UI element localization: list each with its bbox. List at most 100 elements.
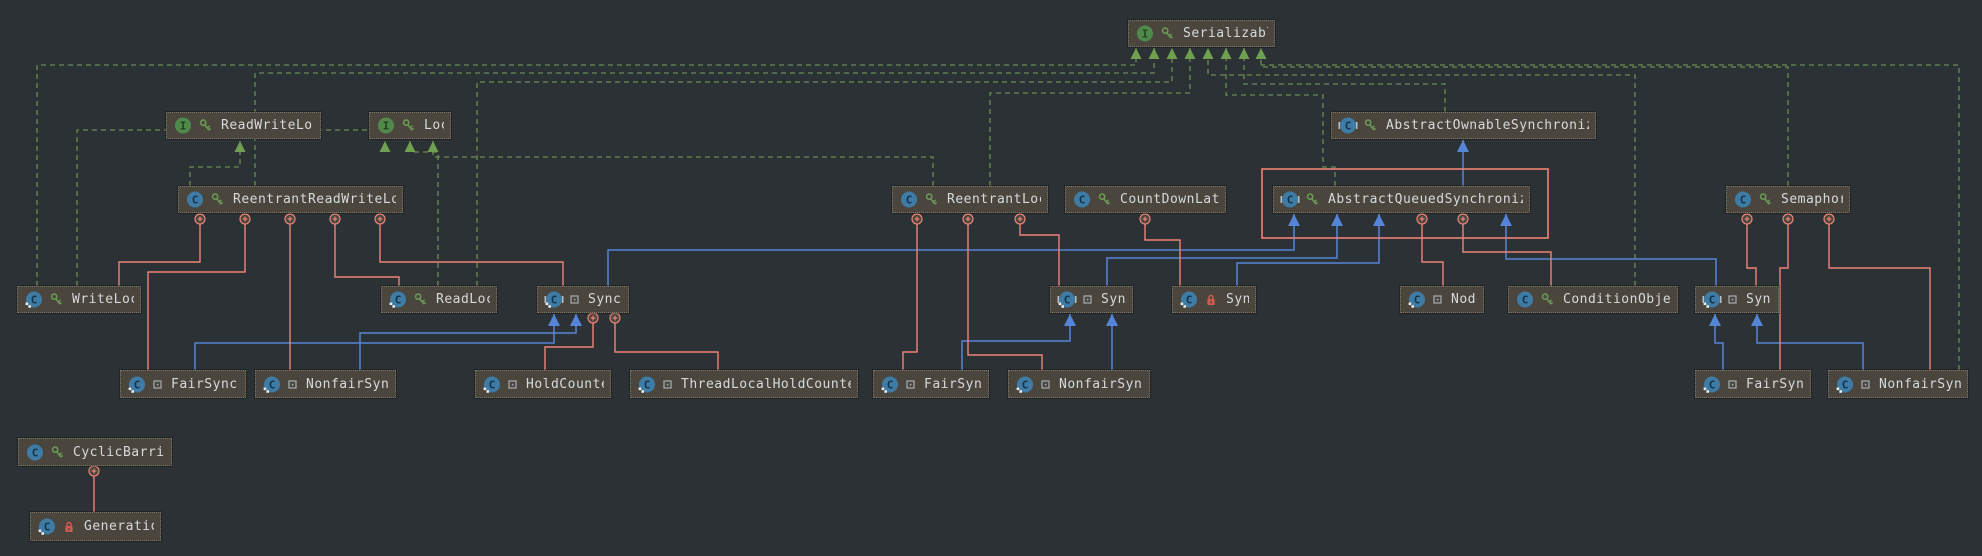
- svg-text:C: C: [551, 294, 558, 307]
- inner-class-icon: C: [1016, 376, 1033, 393]
- package-private-icon: [288, 379, 297, 389]
- interface-icon: I: [1137, 25, 1153, 42]
- node-threadlocalholdcounter[interactable]: C ThreadLocalHoldCounter: [630, 370, 858, 398]
- inner-class-icon: C: [483, 376, 500, 393]
- svg-text:C: C: [489, 378, 496, 391]
- class-name-label: Lock: [424, 118, 444, 133]
- svg-text:C: C: [887, 378, 894, 391]
- abstract-class-icon: C: [1702, 291, 1722, 308]
- svg-text:I: I: [383, 120, 390, 133]
- public-key-icon: [402, 119, 415, 131]
- abstract-class-icon: C: [1057, 291, 1077, 308]
- svg-text:C: C: [134, 378, 141, 391]
- class-icon: C: [187, 191, 203, 208]
- edge-extends: [1106, 314, 1118, 370]
- edge-realization: [1261, 64, 1960, 370]
- svg-text:C: C: [644, 378, 651, 391]
- inner-class-icon: C: [881, 376, 898, 393]
- svg-text:C: C: [1709, 378, 1716, 391]
- class-name-label: WriteLock: [72, 292, 134, 307]
- edge-inner-class: [374, 213, 564, 286]
- edge-realization: [36, 48, 1142, 286]
- package-private-icon: [1433, 295, 1442, 304]
- node-cyclicbarrier[interactable]: C CyclicBarrier: [18, 438, 172, 466]
- node-abstractownablesynchronizer[interactable]: C AbstractOwnableSynchronizer: [1331, 112, 1596, 139]
- edge-inner-class: [1823, 213, 1931, 370]
- edge-inner-class: [88, 465, 100, 512]
- node-nonfairsync-rrwl[interactable]: C NonfairSync: [255, 370, 396, 398]
- node-writelock[interactable]: C WriteLock: [17, 286, 141, 313]
- class-icon: C: [27, 444, 43, 460]
- class-icon: C: [1074, 191, 1090, 208]
- svg-text:I: I: [180, 120, 187, 133]
- edge-realization: [1202, 48, 1636, 286]
- node-countdownlatch[interactable]: C CountDownLatch: [1065, 186, 1226, 213]
- node-generation[interactable]: C Generation: [30, 512, 161, 541]
- node-nonfairsync-rl[interactable]: C NonfairSync: [1008, 370, 1150, 398]
- node-serializable[interactable]: I Serializable: [1128, 20, 1275, 47]
- node-holdcounter[interactable]: C HoldCounter: [475, 370, 611, 398]
- inner-class-anchor-icon: [1782, 213, 1794, 225]
- node-reentrantlock[interactable]: C ReentrantLock: [892, 186, 1048, 213]
- svg-text:C: C: [1709, 294, 1716, 307]
- edge-extends: [194, 314, 560, 370]
- public-key-icon: [211, 193, 224, 205]
- public-key-icon: [1161, 27, 1174, 39]
- abstract-class-icon: C: [544, 291, 564, 308]
- node-sync-sem[interactable]: C Sync: [1695, 286, 1779, 313]
- node-lock[interactable]: I Lock: [369, 112, 451, 139]
- node-nonfairsync-sem[interactable]: C NonfairSync: [1828, 370, 1968, 398]
- svg-text:C: C: [1345, 120, 1352, 133]
- node-abstractqueuedsynchronizer[interactable]: C AbstractQueuedSynchronizer: [1273, 186, 1530, 213]
- node-reentrantreadwritelock[interactable]: C ReentrantReadWriteLock: [178, 186, 403, 213]
- inner-class-anchor-icon: [194, 213, 206, 225]
- class-icon: C: [1735, 191, 1751, 208]
- svg-text:C: C: [1287, 194, 1294, 207]
- node-fairsync-rl[interactable]: C FairSync: [873, 370, 989, 398]
- public-key-icon: [414, 293, 427, 305]
- class-name-label: NonfairSync: [1879, 376, 1961, 392]
- class-name-label: FairSync: [1746, 376, 1804, 392]
- inner-class-anchor-icon: [284, 213, 296, 225]
- inner-class-anchor-icon: [1457, 213, 1469, 225]
- edge-realization: [476, 48, 1178, 286]
- inner-class-anchor-icon: [962, 213, 974, 225]
- inner-class-icon: C: [263, 376, 280, 393]
- svg-text:C: C: [1064, 294, 1071, 307]
- node-sync-rl[interactable]: C Sync: [1050, 286, 1133, 313]
- svg-text:C: C: [192, 194, 199, 207]
- node-semaphore[interactable]: C Semaphore: [1726, 186, 1850, 213]
- edge-extends: [607, 214, 1300, 286]
- node-fairsync-rrwl[interactable]: C FairSync: [120, 370, 246, 398]
- private-lock-icon: [65, 521, 73, 532]
- inner-class-anchor-icon: [88, 465, 100, 477]
- svg-text:C: C: [1022, 378, 1029, 391]
- node-fairsync-sem[interactable]: C FairSync: [1695, 370, 1811, 398]
- public-key-icon: [199, 119, 212, 131]
- edge-realization: [1238, 48, 1446, 112]
- edge-realization: [404, 141, 439, 286]
- public-key-icon: [1306, 193, 1319, 205]
- package-private-icon: [1041, 379, 1050, 389]
- edge-inner-class: [544, 312, 599, 370]
- svg-text:C: C: [906, 194, 913, 207]
- edge-inner-class: [118, 213, 206, 286]
- edge-inner-class: [329, 213, 400, 286]
- node-node[interactable]: C Node: [1400, 286, 1484, 313]
- public-key-icon: [1541, 293, 1554, 305]
- node-sync-cdl[interactable]: C Sync: [1172, 286, 1256, 313]
- edge-realization: [189, 141, 246, 186]
- node-sync-rrwl[interactable]: C Sync: [537, 286, 629, 313]
- inner-class-icon: C: [1703, 376, 1720, 393]
- node-readlock[interactable]: C ReadLock: [381, 286, 497, 313]
- inner-class-icon: C: [1836, 376, 1853, 393]
- node-conditionobject[interactable]: C ConditionObject: [1508, 286, 1678, 313]
- edge-inner-class: [962, 213, 1043, 370]
- package-private-icon: [663, 379, 672, 389]
- class-name-label: CyclicBarrier: [73, 444, 165, 460]
- public-key-icon: [50, 293, 63, 305]
- node-readwritelock[interactable]: I ReadWriteLock: [166, 112, 321, 139]
- edge-inner-class: [609, 312, 719, 370]
